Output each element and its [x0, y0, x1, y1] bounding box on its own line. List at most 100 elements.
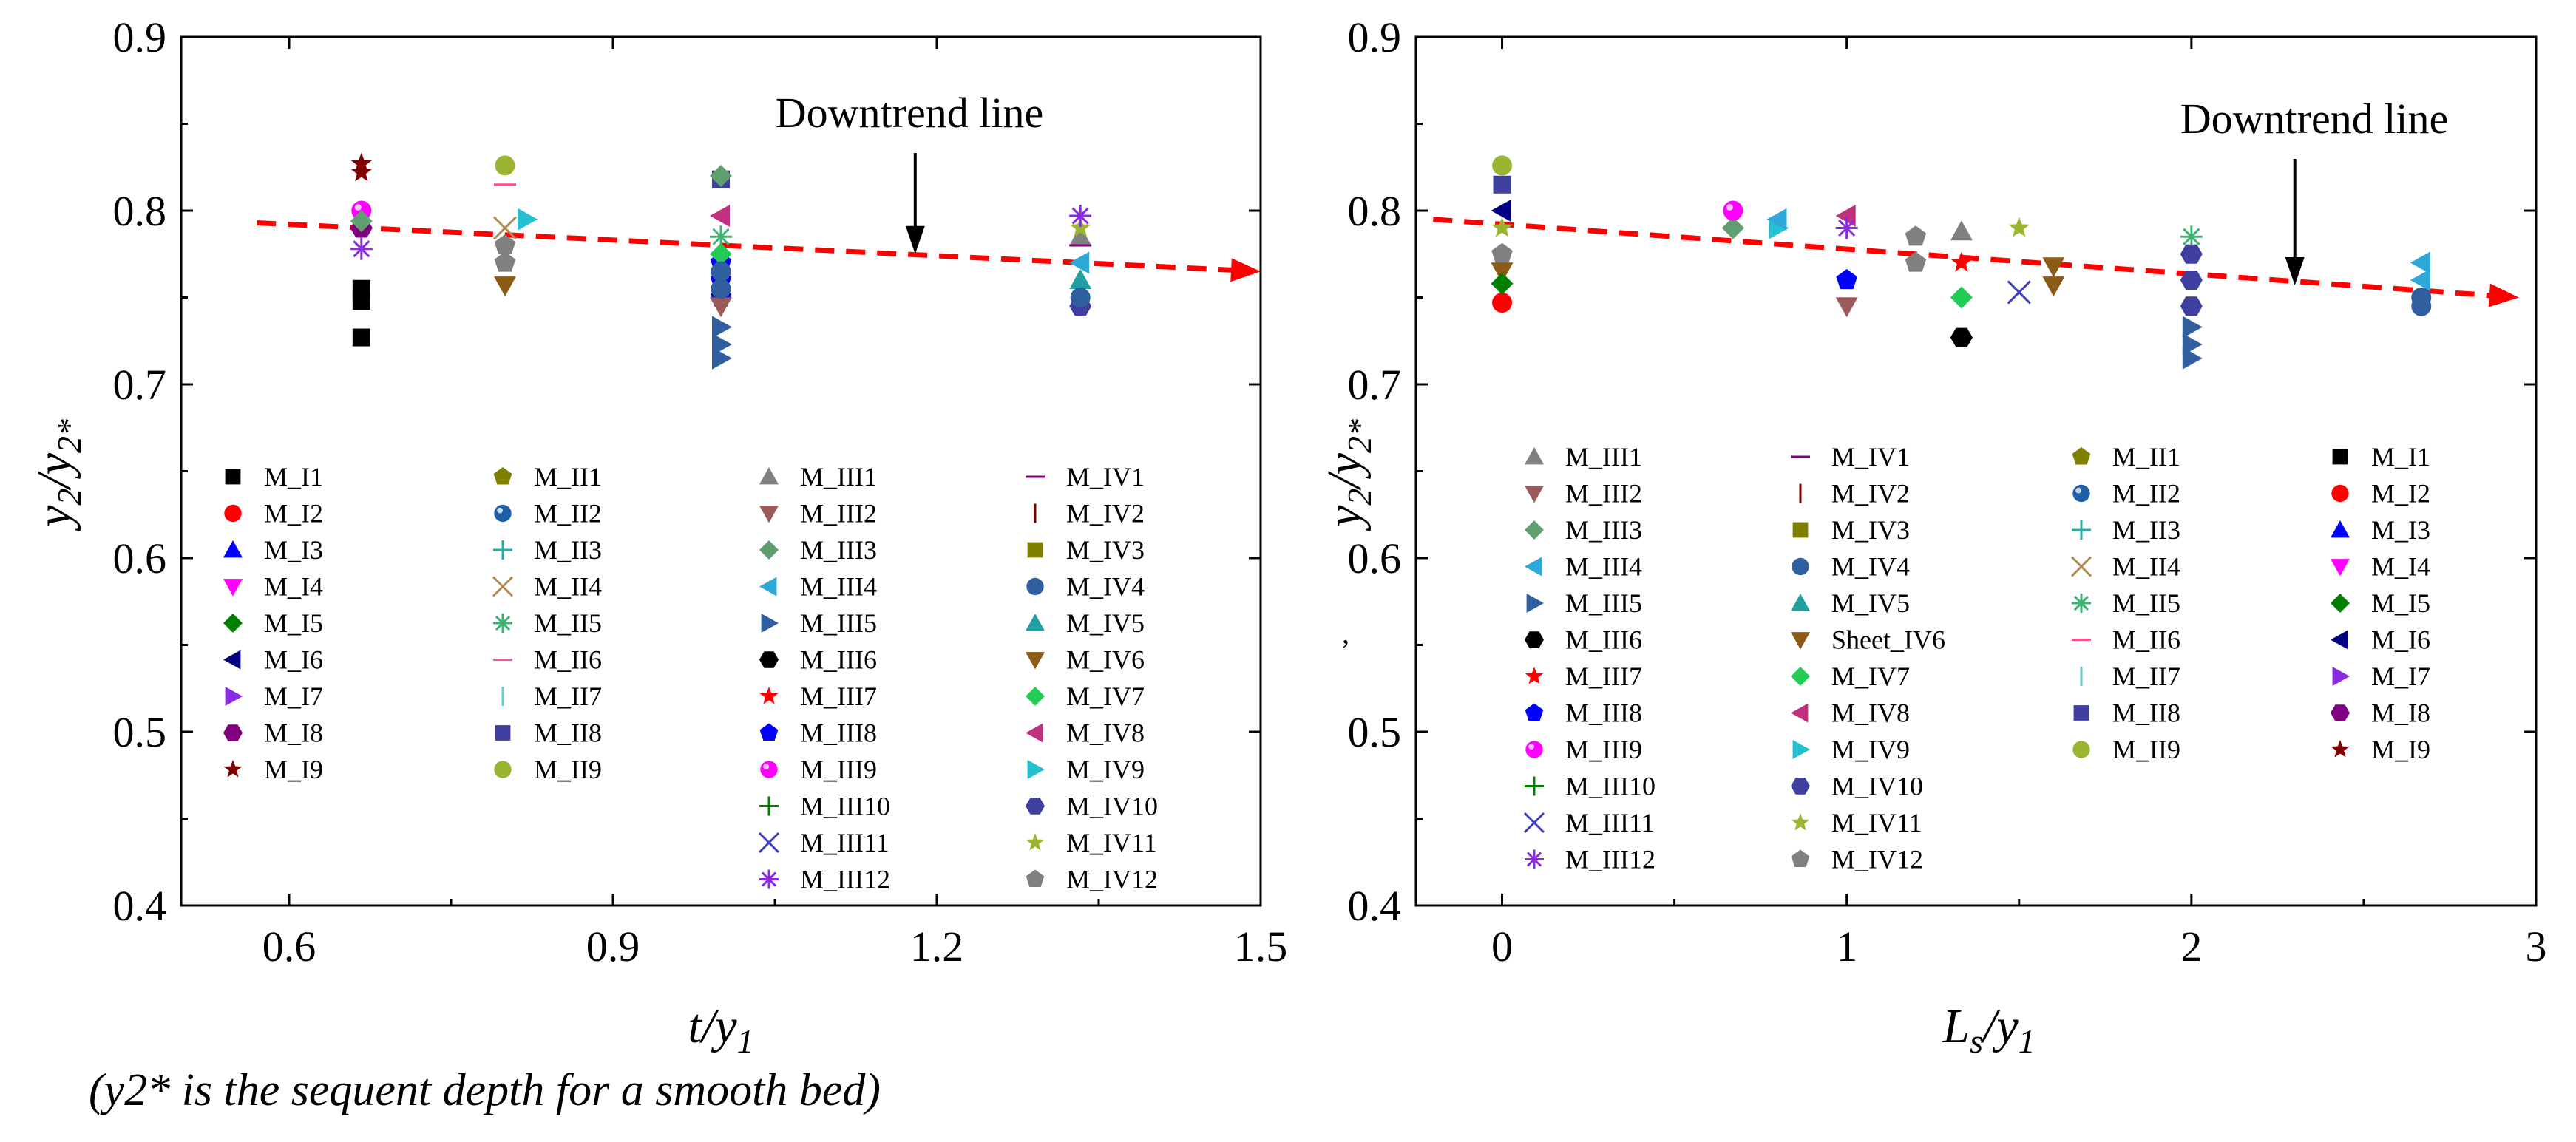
left-ytick-label: 0.6: [113, 534, 167, 582]
left-legend-marker: [494, 761, 512, 778]
right-ytick-label: 0.7: [1348, 361, 1402, 409]
left-legend-label: M_II6: [534, 645, 602, 675]
left-data-point: [711, 279, 731, 299]
left-legend-marker: [1026, 614, 1045, 631]
left-data-point: [1069, 205, 1092, 228]
right-legend-label: M_III10: [1565, 772, 1655, 801]
right-legend-marker: [1525, 703, 1544, 721]
right-legend-label: M_IV1: [1831, 442, 1910, 472]
left-data-point: [1069, 269, 1092, 289]
left-legend-marker: [761, 614, 779, 633]
right-legend-label: M_IV2: [1831, 479, 1910, 509]
right-ylabel-part: y: [1318, 505, 1372, 531]
right-legend-label: M_IV11: [1831, 808, 1922, 837]
right-legend-label: M_I5: [2371, 588, 2430, 618]
right-data-point: [1493, 175, 1511, 194]
right-data-point: [2042, 257, 2065, 278]
left-legend-marker: [1026, 652, 1045, 670]
right-legend-label: M_III12: [1565, 845, 1655, 874]
left-ylabel-part: y: [27, 505, 81, 531]
right-legend-marker: [1525, 557, 1542, 577]
right-legend-marker: [1525, 520, 1544, 540]
right-legend-label: M_II4: [2112, 552, 2180, 582]
right-data-point: [1492, 293, 1513, 313]
left-legend-label: M_IV10: [1066, 792, 1158, 821]
left-legend-label: M_III7: [800, 682, 877, 711]
left-legend-marker: [1026, 869, 1045, 887]
right-legend-label: M_IV5: [1831, 588, 1910, 618]
left-legend-marker: [224, 504, 242, 523]
right-legend-marker: [1792, 740, 1810, 759]
left-legend-marker: [759, 796, 779, 816]
right-legend-label: M_II2: [2112, 479, 2180, 509]
left-legend-marker: [759, 651, 779, 668]
left-legend-label: M_I4: [264, 572, 323, 602]
right-xlabel: Ls/y1: [1942, 999, 2035, 1060]
right-data-point: [1836, 269, 1857, 290]
left-xtick-label: 0.9: [586, 922, 640, 971]
left-xtick-label: 1.5: [1234, 922, 1288, 971]
right-ylabel: y2/y2*: [1318, 419, 1378, 531]
left-legend-marker: [1026, 577, 1044, 596]
left-data-point: [352, 328, 370, 347]
right-data-point: [1491, 217, 1513, 237]
right-xlabel-part: L: [1942, 999, 1970, 1053]
right-data-point: [2008, 217, 2030, 237]
right-data-point: [1905, 225, 1927, 246]
right-legend-marker: [1525, 486, 1544, 503]
right-chart: 0.40.50.60.70.80.90 1 2 3y2/y2*Ls/y1Downtre…: [1318, 13, 2547, 1060]
right-data-point: [2410, 251, 2430, 274]
right-data-point: [2411, 288, 2432, 307]
left-ytick-label: 0.5: [113, 708, 167, 756]
right-legend-label: M_IV9: [1831, 735, 1910, 764]
right-legend-marker: [1792, 557, 1809, 576]
left-trend-line: [257, 220, 1232, 273]
right-ylabel-part: 2*: [1340, 419, 1378, 453]
right-data-point: [2180, 296, 2203, 316]
right-legend-marker: [1791, 849, 1810, 867]
left-ylabel-part: /y: [27, 452, 81, 491]
right-data-point: [1950, 327, 1973, 347]
right-data-point: [1491, 272, 1514, 295]
right-data-point: [2182, 333, 2203, 356]
right-ytick-label: 0.9: [1348, 13, 1402, 61]
left-legend-label: M_II9: [534, 755, 602, 784]
right-annotation-text: Downtrend line: [2180, 95, 2448, 143]
right-legend-label: M_I1: [2371, 442, 2430, 472]
left-data-point: [1069, 251, 1090, 274]
right-legend-label: M_III7: [1565, 662, 1642, 691]
left-legend-label: M_III2: [800, 499, 877, 528]
right-data-point: [1491, 200, 1511, 222]
right-xtick-label: 2: [2180, 922, 2202, 971]
left-legend-label: M_III1: [800, 462, 877, 492]
right-legend-marker: [1525, 741, 1543, 758]
left-ytick-label: 0.8: [113, 187, 167, 235]
left-legend-marker: [758, 832, 780, 854]
left-legend-label: M_III3: [800, 535, 877, 565]
right-legend-label: M_III5: [1565, 588, 1642, 618]
left-legend-label: M_IV1: [1066, 462, 1145, 492]
left-data-point: [518, 208, 538, 231]
right-ytick-label: 0.6: [1348, 534, 1402, 582]
right-legend-label: M_II9: [2112, 735, 2180, 764]
left-legend-marker: [759, 723, 779, 741]
left-legend-marker: [1026, 798, 1045, 815]
right-legend-marker: [1525, 776, 1544, 796]
left-legend-label: M_I5: [264, 608, 323, 638]
right-legend-label: M_III6: [1565, 625, 1642, 655]
left-legend-label: M_III5: [800, 608, 877, 638]
left-data-point: [710, 242, 732, 265]
left-data-point: [350, 152, 373, 173]
left-legend-marker: [223, 724, 243, 741]
left-legend-label: M_IV5: [1066, 608, 1145, 638]
right-ytick-label: 0.8: [1348, 187, 1402, 235]
right-legend-label: M_III8: [1565, 699, 1642, 728]
right-data-point: [1950, 220, 1973, 241]
right-legend-marker: [2072, 484, 2090, 503]
left-legend-marker: [493, 467, 512, 485]
right-data-point: [2180, 244, 2203, 264]
left-legend-label: M_IV3: [1066, 535, 1145, 565]
left-legend-marker: [225, 687, 243, 706]
right-legend-marker: [1791, 594, 1810, 611]
left-legend-label: M_I3: [264, 535, 323, 565]
